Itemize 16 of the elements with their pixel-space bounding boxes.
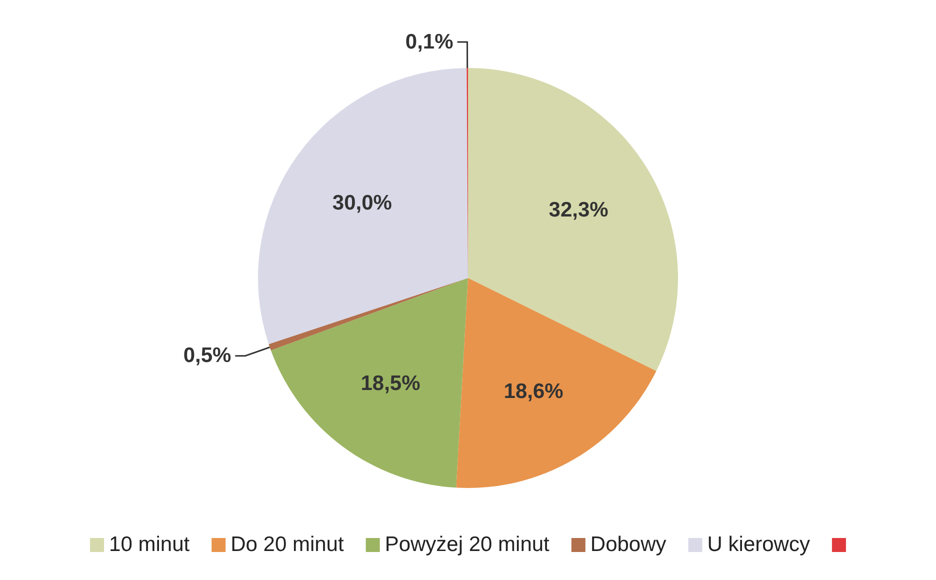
legend-label: 10 minut [109, 533, 190, 556]
pie-slice [268, 278, 468, 350]
data-label: 18,5% [360, 372, 421, 395]
legend-label: U kierowcy [707, 533, 810, 556]
pie-slice [270, 278, 468, 488]
pie-slice [456, 278, 656, 488]
data-label: 18,6% [504, 380, 564, 403]
data-label: 0,1% [405, 30, 454, 54]
data-label: 32,3% [548, 198, 609, 222]
pie-slice [258, 68, 468, 344]
data-label: 0,5% [183, 344, 232, 368]
data-label: 30,0% [332, 191, 392, 214]
legend-label: Dobowy [590, 533, 667, 556]
pie-slice [468, 68, 678, 371]
legend-label: Do 20 minut [230, 533, 344, 556]
legend-label: Powyżej 20 minut [384, 533, 550, 556]
